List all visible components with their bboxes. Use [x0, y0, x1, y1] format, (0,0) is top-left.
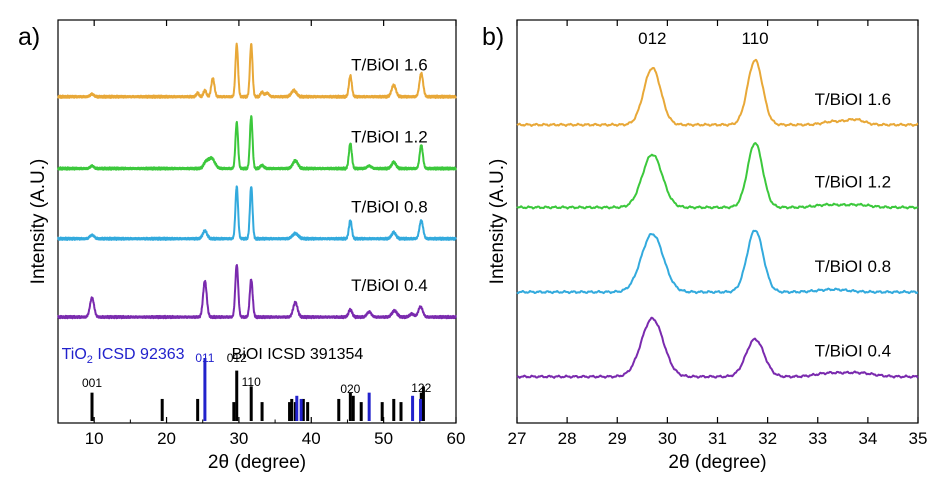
reference-bar-blue: [295, 395, 299, 421]
series-label: T/BiOI 1.2: [351, 128, 428, 147]
reference-bar-black: [160, 398, 164, 421]
x-tick-label: 32: [758, 429, 777, 448]
reference-label-tio2-tail: ICSD 92363: [93, 346, 185, 363]
reference-bar-black: [249, 386, 253, 421]
series-line-T-BiOI-0-8: [516, 229, 919, 295]
reference-bar-black: [337, 398, 341, 421]
series-label: T/BiOI 0.4: [351, 276, 428, 295]
reference-annotation: 110: [242, 375, 261, 389]
series-label: T/BiOI 0.8: [815, 257, 892, 276]
reference-label-tio2-main: TiO: [62, 346, 87, 363]
x-axis-label: 2θ (degree): [208, 452, 306, 473]
panel-a: 10 20 30 40 50 60 2θ (degree) Intensity (A.U.) a…: [18, 19, 466, 473]
peak-label: 012: [638, 29, 666, 48]
reference-bar-blue: [411, 395, 415, 421]
series-label: T/BiOI 1.6: [351, 56, 428, 75]
reference-bar-black: [306, 402, 310, 421]
reference-annotation: 011: [195, 351, 214, 365]
x-tick-label: 35: [909, 429, 928, 448]
reference-bar-black: [288, 402, 292, 421]
reference-bar-blue: [419, 398, 423, 421]
reference-bar-black: [90, 392, 94, 421]
reference-bar-black: [235, 370, 239, 421]
plot-frame: [516, 19, 919, 424]
reference-annotation: 012: [227, 351, 247, 365]
panel-label: a): [18, 23, 40, 51]
reference-bar-black: [348, 392, 352, 421]
x-tick-label: 10: [85, 429, 104, 448]
y-axis-label: Intensity (A.U.): [28, 159, 49, 285]
reference-annotation: 122: [411, 381, 431, 395]
series-line-T-BiOI-0-4: [57, 263, 457, 320]
reference-bar-blue: [299, 398, 303, 421]
series-line-T-BiOI-1-2: [57, 115, 457, 171]
x-tick-label: 33: [808, 429, 827, 448]
series-line-T-BiOI-1-6: [57, 42, 457, 99]
x-tick-label: 31: [708, 429, 727, 448]
series-line-T-BiOI-0-4: [516, 316, 919, 379]
reference-bar-black: [359, 402, 363, 421]
reference-bar-black: [392, 398, 396, 421]
reference-label-bioi: BiOI ICSD 391354: [232, 346, 364, 363]
y-axis-label: Intensity (A.U.): [487, 159, 508, 285]
x-tick-label: 40: [302, 429, 321, 448]
x-axis-label: 2θ (degree): [668, 452, 766, 473]
reference-annotation: 001: [82, 376, 102, 390]
x-tick-label: 30: [658, 429, 677, 448]
x-tick-label: 27: [508, 429, 527, 448]
reference-bar-blue: [367, 392, 371, 421]
reference-bar-black: [290, 398, 294, 421]
reference-bar-black: [351, 395, 355, 421]
x-tick-label: 28: [558, 429, 577, 448]
series-label: T/BiOI 1.6: [815, 90, 892, 109]
series-label: T/BiOI 0.4: [815, 342, 892, 361]
reference-bar-black: [196, 398, 200, 421]
series-line-T-BiOI-0-8: [57, 185, 457, 241]
series-label: T/BiOI 1.2: [815, 172, 892, 191]
reference-bar-black: [421, 386, 425, 421]
x-tick-label: 34: [858, 429, 877, 448]
reference-bar-black: [399, 402, 403, 421]
plot-frame: [57, 19, 457, 424]
panel-b: 27 28 29 30 31 32 33 34 35 2θ (degree) Intensity (…: [482, 19, 928, 473]
peak-label: 110: [742, 29, 769, 48]
x-tick-label: 29: [608, 429, 627, 448]
series-line-T-BiOI-1-2: [516, 142, 919, 210]
reference-annotation: 020: [340, 382, 360, 396]
reference-bar-blue: [203, 358, 207, 421]
reference-bar-black: [260, 402, 264, 421]
x-tick-label: 60: [447, 429, 466, 448]
x-tick-label: 30: [229, 429, 248, 448]
reference-bar-black: [301, 398, 305, 421]
series-label: T/BiOI 0.8: [351, 198, 428, 217]
series-line-T-BiOI-1-6: [516, 58, 919, 127]
reference-label-tio2: TiO2 ICSD 92363: [62, 346, 185, 366]
x-tick-label: 20: [157, 429, 176, 448]
reference-label-tio2-sub: 2: [87, 354, 93, 366]
panel-label: b): [482, 23, 504, 51]
reference-bar-black: [232, 402, 236, 421]
reference-bar-black: [380, 402, 384, 421]
x-tick-label: 50: [374, 429, 393, 448]
